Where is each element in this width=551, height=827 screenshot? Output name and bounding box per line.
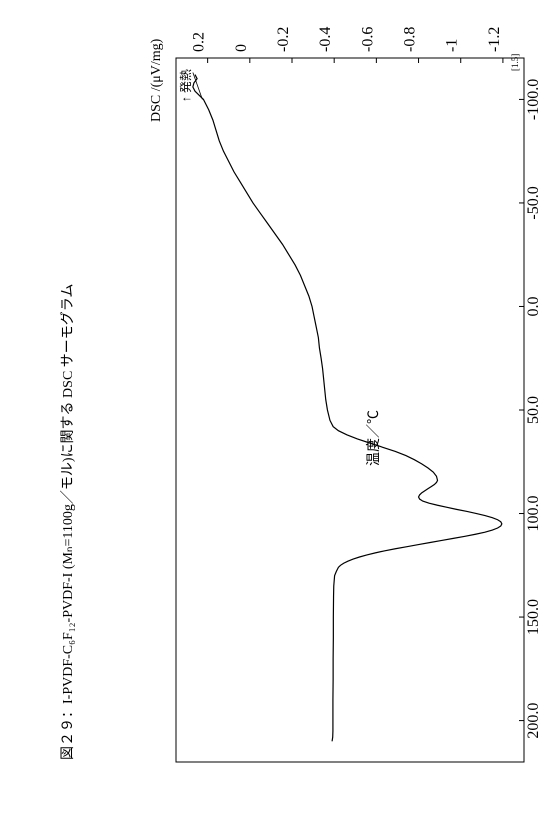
x-axis-label: 温度／℃ bbox=[366, 410, 382, 466]
initial-pointer-line bbox=[193, 72, 202, 99]
svg-text:-100.0: -100.0 bbox=[525, 79, 542, 120]
svg-text:-0.4: -0.4 bbox=[317, 27, 334, 52]
svg-text:100.0: 100.0 bbox=[525, 496, 542, 532]
dsc-thermogram-chart: 図２９：I-PVDF-C₆F₁₂-PVDF-I (Mₙ=1100g／モル)に関す… bbox=[0, 0, 551, 827]
svg-text:-1: -1 bbox=[444, 39, 461, 52]
svg-text:0.2: 0.2 bbox=[191, 32, 208, 52]
svg-text:-0.6: -0.6 bbox=[359, 27, 376, 52]
svg-text:-0.8: -0.8 bbox=[402, 27, 419, 52]
svg-text:0.0: 0.0 bbox=[525, 296, 542, 316]
svg-text:-50.0: -50.0 bbox=[525, 186, 542, 219]
dsc-curve bbox=[193, 75, 502, 742]
plot-frame bbox=[176, 58, 524, 762]
svg-text:200.0: 200.0 bbox=[525, 703, 542, 739]
svg-text:50.0: 50.0 bbox=[525, 396, 542, 424]
svg-text:-1.2: -1.2 bbox=[486, 27, 503, 52]
dsc-y-unit-label: DSC /(μV/mg) bbox=[149, 38, 164, 122]
corner-marker-label: [1.5] bbox=[510, 54, 520, 71]
chart-title: 図２９：I-PVDF-C₆F₁₂-PVDF-I (Mₙ=1100g／モル)に関す… bbox=[60, 284, 76, 760]
svg-text:150.0: 150.0 bbox=[525, 599, 542, 635]
svg-text:-0.2: -0.2 bbox=[275, 27, 292, 52]
x-axis-ticks: -100.0 -50.0 0.0 50.0 100.0 150.0 200.0 bbox=[519, 79, 542, 739]
svg-text:0: 0 bbox=[233, 44, 250, 52]
exo-arrow-label: ↑ 発熱 bbox=[179, 69, 193, 102]
